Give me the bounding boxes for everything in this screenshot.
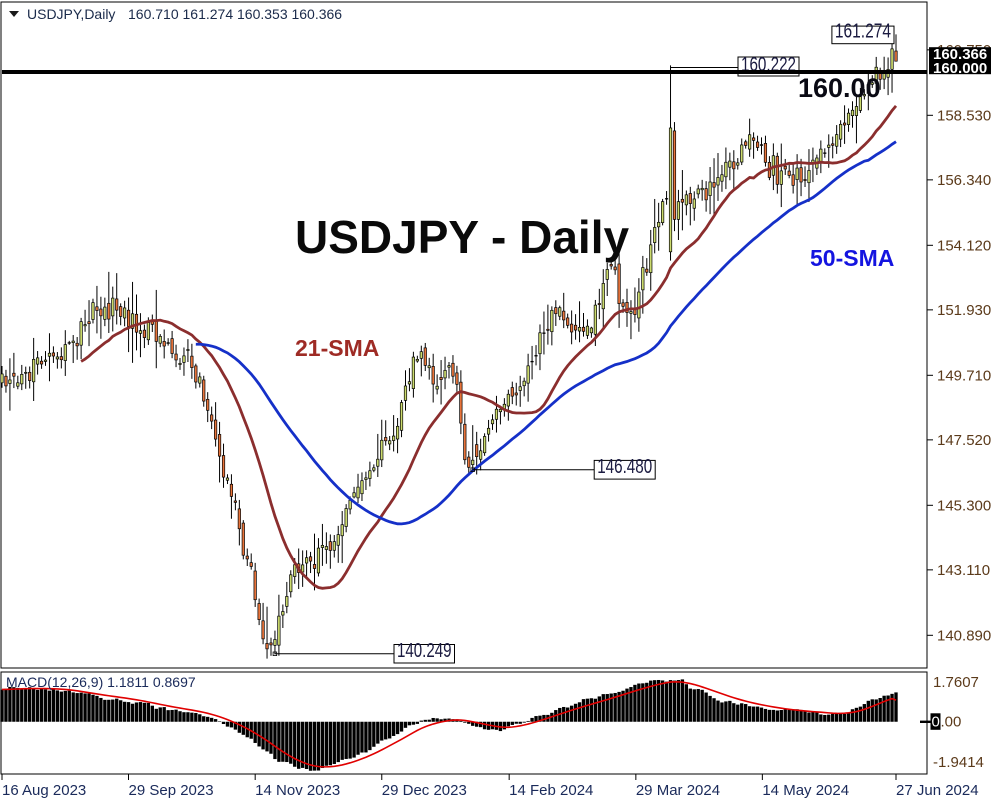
svg-text:160.000: 160.000	[933, 60, 987, 77]
svg-text:MACD(12,26,9) 1.1811 0.8697: MACD(12,26,9) 1.1811 0.8697	[6, 674, 196, 690]
svg-text:140.890: 140.890	[937, 627, 991, 644]
svg-text:158.530: 158.530	[937, 107, 991, 124]
svg-text:21-SMA: 21-SMA	[295, 335, 379, 361]
svg-text:29 Dec 2023: 29 Dec 2023	[382, 782, 467, 799]
svg-text:140.249: 140.249	[397, 640, 452, 662]
svg-text:50-SMA: 50-SMA	[810, 245, 894, 271]
svg-text:156.340: 156.340	[937, 172, 991, 189]
svg-text:154.120: 154.120	[937, 237, 991, 254]
svg-text:14 May 2024: 14 May 2024	[762, 782, 849, 799]
svg-text:149.710: 149.710	[937, 367, 991, 384]
svg-text:1.7607: 1.7607	[933, 674, 979, 691]
svg-text:160.710 161.274 160.353 160.36: 160.710 161.274 160.353 160.366	[128, 6, 342, 22]
svg-text:161.274: 161.274	[835, 21, 891, 43]
svg-text:0: 0	[932, 713, 940, 730]
svg-text:16 Aug 2023: 16 Aug 2023	[2, 782, 86, 799]
svg-text:151.930: 151.930	[937, 302, 991, 319]
svg-text:146.480: 146.480	[597, 456, 652, 478]
svg-text:147.520: 147.520	[937, 432, 991, 449]
svg-text:143.110: 143.110	[937, 562, 990, 579]
svg-text:14 Nov 2023: 14 Nov 2023	[255, 782, 340, 799]
svg-text:29 Mar 2024: 29 Mar 2024	[636, 782, 720, 799]
svg-text:USDJPY - Daily: USDJPY - Daily	[295, 211, 629, 263]
svg-text:USDJPY,Daily: USDJPY,Daily	[27, 6, 115, 22]
svg-text:14 Feb 2024: 14 Feb 2024	[509, 782, 593, 799]
svg-text:160.00: 160.00	[798, 73, 881, 103]
svg-text:27 Jun 2024: 27 Jun 2024	[896, 782, 979, 799]
svg-text:.00: .00	[941, 713, 962, 730]
svg-text:-1.9414: -1.9414	[933, 754, 984, 771]
svg-text:29 Sep 2023: 29 Sep 2023	[129, 782, 214, 799]
svg-text:145.300: 145.300	[937, 497, 991, 514]
